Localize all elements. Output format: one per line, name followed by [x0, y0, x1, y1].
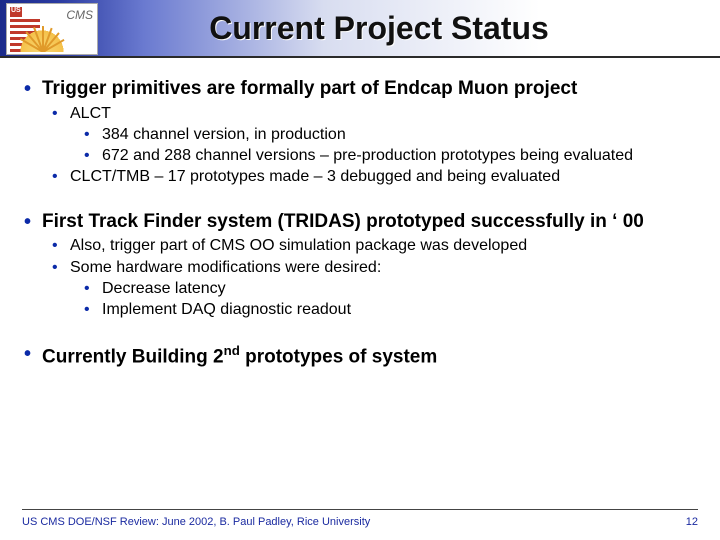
- bullet-level2: Some hardware modifications were desired…: [52, 258, 696, 277]
- bullet-level2: CLCT/TMB – 17 prototypes made – 3 debugg…: [52, 167, 696, 186]
- logo-us-text: US: [11, 7, 21, 14]
- sun-icon: [17, 26, 67, 52]
- uscms-logo: US CMS: [6, 3, 98, 55]
- slide: US CMS Current Project Status Trigger pr…: [0, 0, 720, 540]
- bullet-level3: Implement DAQ diagnostic readout: [84, 300, 696, 319]
- bullet-level2: ALCT: [52, 104, 696, 123]
- bullet-level3: 672 and 288 channel versions – pre-produ…: [84, 146, 696, 165]
- footer-text: US CMS DOE/NSF Review: June 2002, B. Pau…: [22, 516, 370, 528]
- slide-content: Trigger primitives are formally part of …: [24, 72, 696, 372]
- bullet-level1: Currently Building 2nd prototypes of sys…: [24, 343, 696, 368]
- flag-icon: US: [10, 7, 40, 27]
- logo-cms-text: CMS: [66, 8, 93, 22]
- bullet-level3: 384 channel version, in production: [84, 125, 696, 144]
- bullet-level2: Also, trigger part of CMS OO simulation …: [52, 236, 696, 255]
- bullet-level1: Trigger primitives are formally part of …: [24, 78, 696, 100]
- bullet-text-post: prototypes of system: [240, 347, 437, 368]
- ordinal-suffix: nd: [224, 343, 240, 358]
- page-number: 12: [686, 516, 698, 528]
- slide-footer: US CMS DOE/NSF Review: June 2002, B. Pau…: [22, 509, 698, 528]
- slide-title: Current Project Status: [98, 10, 720, 47]
- footer-divider: [22, 509, 698, 510]
- title-bar: US CMS Current Project Status: [0, 0, 720, 58]
- bullet-text-pre: Currently Building 2: [42, 347, 224, 368]
- bullet-level3: Decrease latency: [84, 279, 696, 298]
- bullet-level1: First Track Finder system (TRIDAS) proto…: [24, 211, 696, 233]
